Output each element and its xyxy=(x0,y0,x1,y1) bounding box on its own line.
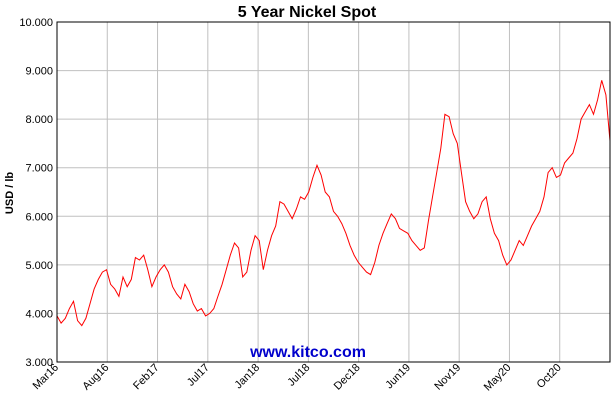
y-tick-labels: 3.000 4.000 5.000 6.000 7.000 8.000 9.000 10.00… xyxy=(19,17,53,369)
plot-area xyxy=(57,22,610,362)
x-tick-label: Aug16 xyxy=(80,362,111,393)
x-tick-label: May20 xyxy=(482,362,514,394)
plot-border xyxy=(56,21,611,363)
y-tick-label: 9.000 xyxy=(25,66,53,78)
x-tick-label: Feb17 xyxy=(131,362,162,393)
x-tick-labels: Mar16 Aug16 Feb17 Jul17 Jan18 Jul18 Dec18 Jun19… xyxy=(31,362,564,394)
x-tick-label: Oct20 xyxy=(535,362,564,391)
y-tick-label: 8.000 xyxy=(25,114,53,126)
series-line-nickel-price xyxy=(56,80,611,327)
y-axis-label: USD / lb xyxy=(4,172,16,214)
y-tick-label: 10.000 xyxy=(19,17,53,29)
y-tick-label: 5.000 xyxy=(25,260,53,272)
x-tick-label: Nov19 xyxy=(432,362,463,393)
x-tick-label: Jan18 xyxy=(233,362,263,392)
x-tick-label: Jul17 xyxy=(185,362,212,389)
y-tick-label: 7.000 xyxy=(25,163,53,175)
y-tick-label: 6.000 xyxy=(25,211,53,223)
x-tick-label: Jul18 xyxy=(285,362,312,389)
x-tick-label: Jun19 xyxy=(383,362,413,392)
watermark-text: www.kitco.com xyxy=(249,344,366,361)
x-tick-label: Dec18 xyxy=(332,362,363,393)
chart-title: 5 Year Nickel Spot xyxy=(238,4,377,21)
y-tick-label: 4.000 xyxy=(25,308,53,320)
y-tick-label: 3.000 xyxy=(25,357,53,369)
